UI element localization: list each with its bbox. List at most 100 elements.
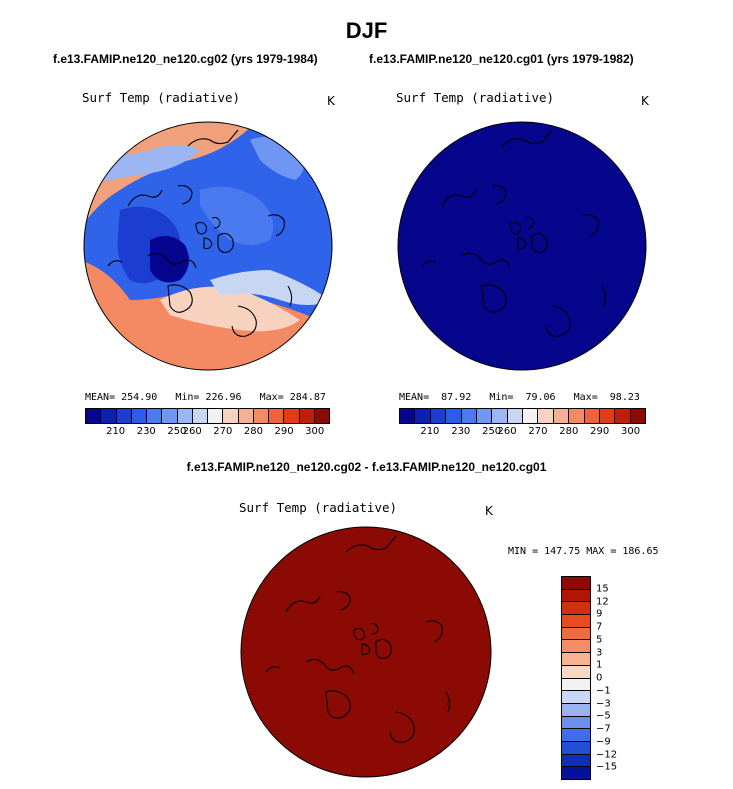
panel-1-colorbar-box [86, 409, 102, 423]
panel-2-case-title: f.e13.FAMIP.ne120_ne120.cg01 (yrs 1979-1… [369, 52, 634, 66]
panel-2-colorbar-tick-label: 270 [528, 426, 548, 437]
panel-2-colorbar-box [630, 409, 645, 423]
panel-2-colorbar-labels: 210 230 250 260 270 280 290 300 [399, 426, 646, 438]
panel-2-colorbar-box [584, 409, 600, 423]
panel-2-mean: 87.92 [441, 392, 472, 403]
difference-colorbar-tick-label: −1 [596, 685, 611, 697]
difference-colorbar-tick-label: −7 [596, 723, 611, 735]
difference-colorbar-box [562, 678, 590, 692]
panel-1-stats: MEAN= 254.90 Min= 226.96 Max= 284.87 [85, 392, 326, 403]
panel-1-colorbar-box [284, 409, 300, 423]
panel-2-stats: MEAN= 87.92 Min= 79.06 Max= 98.23 [399, 392, 640, 403]
panel-2-colorbar-box [461, 409, 477, 423]
panel-1-colorbar-box [192, 409, 208, 423]
panel-1-colorbar-tick-label: 270 [213, 426, 233, 437]
panel-2-colorbar [399, 408, 646, 424]
panel-2-colorbar-box [523, 409, 539, 423]
panel-2-colorbar-box [615, 409, 631, 423]
difference-colorbar-tick-label: −12 [596, 749, 618, 760]
difference-colorbar [561, 576, 591, 780]
panel-1-colorbar-tick-label: 250 [167, 426, 187, 437]
panel-1-variable-label: Surf Temp (radiative) [82, 90, 241, 105]
panel-2-colorbar-box [599, 409, 616, 423]
panel-2-colorbar-box [569, 409, 585, 423]
difference-colorbar-box [562, 640, 590, 654]
panel-1-max: 284.87 [289, 392, 326, 403]
panel-2-map [398, 122, 646, 370]
difference-colorbar-tick-label: 15 [596, 583, 609, 595]
panel-2-min: 79.06 [525, 392, 556, 403]
panel-1-colorbar-tick-label: 280 [243, 426, 263, 437]
difference-colorbar-labels: 15 12 9 7 5 3 1 0 −1 −3 −5 −7 −9 −12 −15 [596, 576, 636, 780]
difference-title: f.e13.FAMIP.ne120_ne120.cg02 - f.e13.FAM… [186, 460, 547, 474]
difference-colorbar-box [562, 627, 590, 641]
difference-colorbar-tick-label: 7 [596, 621, 603, 633]
difference-map [241, 527, 491, 777]
difference-colorbar-box [562, 703, 590, 717]
panel-2-colorbar-box [492, 409, 508, 423]
panel-2-colorbar-tick-label: 250 [482, 426, 502, 437]
panel-1-colorbar-tick-label: 290 [274, 426, 294, 437]
difference-colorbar-box [562, 767, 590, 779]
difference-colorbar-tick-label: 9 [596, 608, 603, 620]
difference-colorbar-box [562, 754, 590, 768]
difference-colorbar-tick-label: −3 [596, 698, 611, 709]
panel-2-colorbar-box [430, 409, 447, 423]
panel-1-colorbar-box [238, 409, 254, 423]
panel-1-case-title: f.e13.FAMIP.ne120_ne120.cg02 (yrs 1979-1… [53, 52, 318, 66]
panel-1-colorbar-box [208, 409, 224, 423]
panel-1-map [84, 122, 332, 370]
difference-minmax: MIN = 147.75 MAX = 186.65 [508, 546, 659, 557]
difference-colorbar-tick-label: −5 [596, 710, 611, 722]
panel-2-units: K [641, 94, 649, 108]
panel-2-colorbar-tick-label: 300 [621, 426, 641, 437]
panel-1-colorbar-box [131, 409, 147, 423]
difference-units: K [485, 504, 493, 518]
difference-variable-label: Surf Temp (radiative) [239, 500, 398, 515]
panel-2-colorbar-tick-label: 260 [497, 426, 517, 437]
panel-1-colorbar-box [269, 409, 285, 423]
panel-2-colorbar-tick-label: 210 [420, 426, 440, 437]
panel-1-colorbar-box [177, 409, 193, 423]
panel-2-colorbar-box [538, 409, 554, 423]
panel-2-colorbar-box [553, 409, 570, 423]
panel-1-colorbar-box [314, 409, 329, 423]
panel-2-colorbar-tick-label: 290 [590, 426, 610, 437]
difference-colorbar-tick-label: 0 [596, 672, 603, 684]
panel-1-colorbar-box [116, 409, 132, 423]
panel-1-units: K [327, 94, 335, 108]
panel-1-min: 226.96 [205, 392, 242, 403]
difference-colorbar-tick-label: 5 [596, 634, 603, 646]
difference-colorbar-box [562, 729, 590, 742]
difference-colorbar-tick-label: 3 [596, 647, 603, 658]
panel-1-colorbar-tick-label: 230 [136, 426, 156, 437]
difference-colorbar-box [562, 653, 590, 666]
difference-colorbar-box [562, 589, 590, 603]
panel-2-colorbar-box [476, 409, 493, 423]
panel-1-colorbar-box [101, 409, 117, 423]
panel-1-colorbar-box [147, 409, 163, 423]
panel-2-colorbar-box [507, 409, 523, 423]
panel-1-colorbar-box [253, 409, 269, 423]
panel-2-colorbar-box [415, 409, 431, 423]
figure-title: DJF [345, 18, 388, 43]
difference-colorbar-tick-label: −9 [596, 736, 611, 748]
panel-1-colorbar-tick-label: 260 [182, 426, 202, 437]
panel-1-colorbar-box [223, 409, 239, 423]
difference-colorbar-box [562, 615, 590, 628]
difference-colorbar-box [562, 716, 590, 730]
difference-colorbar-tick-label: 12 [596, 596, 609, 607]
difference-colorbar-tick-label: 1 [596, 659, 603, 671]
difference-colorbar-box [562, 577, 590, 590]
panel-1-colorbar [85, 408, 330, 424]
panel-2-colorbar-tick-label: 280 [559, 426, 579, 437]
panel-1-mean: 254.90 [121, 392, 158, 403]
difference-colorbar-tick-label: −15 [596, 761, 618, 773]
panel-1-colorbar-labels: 210 230 250 260 270 280 290 300 [85, 426, 330, 438]
panel-2-max: 98.23 [609, 392, 640, 403]
difference-colorbar-box [562, 741, 590, 755]
panel-1-colorbar-box [299, 409, 315, 423]
panel-2-variable-label: Surf Temp (radiative) [396, 90, 555, 105]
panel-1-colorbar-tick-label: 300 [305, 426, 325, 437]
